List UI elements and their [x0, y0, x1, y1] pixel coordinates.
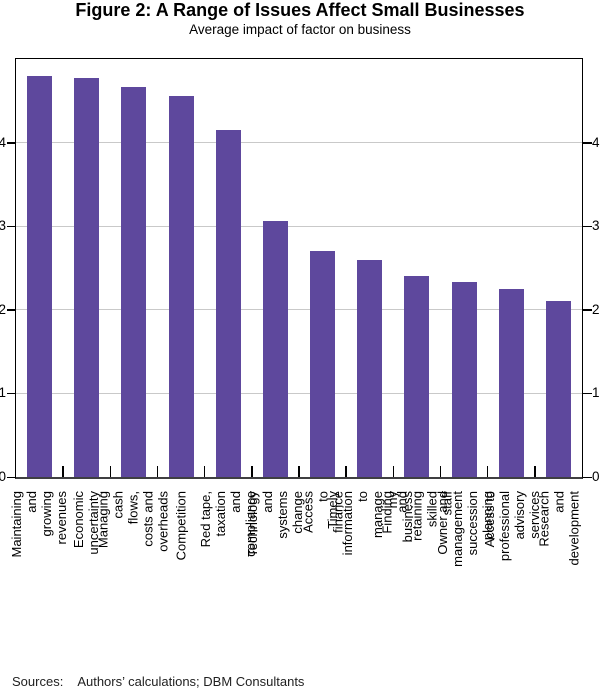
chart-subtitle: Average impact of factor on business — [189, 22, 411, 37]
bar-slot — [158, 59, 205, 477]
y-tick-right — [582, 225, 592, 228]
y-tick-label-right: 3 — [592, 218, 600, 234]
y-tick-label-right: 0 — [592, 469, 600, 484]
category-tick — [392, 466, 395, 477]
x-label-slot: Finding and retaining skilled staff — [380, 491, 455, 666]
source-label: Sources: — [12, 674, 64, 689]
y-tick-left — [6, 392, 16, 395]
bar-slot — [63, 59, 110, 477]
bar-slot — [393, 59, 440, 477]
x-axis-label: Maintaining and growing revenues — [8, 491, 69, 558]
bar-slot — [535, 59, 582, 477]
x-axis-label: Technology and systems change — [245, 491, 306, 557]
y-tick-label-right: 4 — [592, 134, 600, 150]
bar-slot — [441, 59, 488, 477]
gridline-1 — [16, 392, 582, 394]
category-tick — [534, 466, 536, 477]
y-tick-label-left: 2 — [0, 301, 6, 317]
chart-title: Figure 2: A Range of Issues Affect Small… — [75, 0, 525, 20]
x-label-slot: Technology and systems change — [245, 491, 305, 666]
gridline-2 — [16, 309, 582, 311]
x-label-slot: Access to professional advisory services — [482, 491, 542, 666]
y-tick-label-right: 2 — [592, 301, 600, 317]
plot-area: 0 0 1 1 2 2 3 3 4 4 — [0, 58, 600, 484]
x-label-slot: Managing cash flows, costs and overheads — [96, 491, 171, 666]
bar — [310, 251, 336, 477]
bar — [451, 282, 477, 477]
y-tick-left — [6, 309, 16, 311]
bar-slot — [346, 59, 393, 477]
y-tick-label-left: 1 — [0, 385, 6, 401]
y-tick-left — [6, 225, 16, 228]
bar-slot — [299, 59, 346, 477]
category-tick — [156, 466, 159, 477]
bar — [121, 87, 147, 477]
x-label-slot: Research and development — [536, 491, 583, 666]
x-label-slot: Maintaining and growing revenues — [9, 491, 69, 666]
category-tick — [298, 466, 300, 477]
x-axis-labels: Maintaining and growing revenues Economic… — [9, 491, 583, 666]
bar — [404, 275, 430, 477]
gridline-3 — [16, 225, 582, 227]
bar — [498, 288, 524, 477]
bar — [215, 130, 241, 477]
y-tick-right — [582, 309, 592, 311]
bar — [74, 78, 100, 477]
y-tick-left — [6, 476, 16, 478]
bar — [262, 221, 288, 477]
bar — [27, 75, 53, 477]
source-note: Sources: Authors’ calculations; DBM Consu… — [12, 674, 304, 690]
y-tick-right — [582, 142, 592, 144]
y-tick-label-right: 1 — [592, 385, 600, 401]
y-tick-right — [582, 392, 592, 395]
x-axis-label: Research and development — [536, 491, 582, 566]
y-tick-label-left: 3 — [0, 218, 6, 234]
bar — [545, 300, 571, 477]
category-tick — [439, 466, 442, 477]
y-tick-label-left: 0 — [0, 469, 6, 484]
category-tick — [203, 466, 206, 477]
y-tick-label-left: 4 — [0, 134, 6, 150]
bar — [168, 95, 194, 477]
bar-slot — [205, 59, 252, 477]
bar-slot — [110, 59, 157, 477]
gridline-4 — [16, 142, 582, 144]
category-tick — [486, 466, 489, 477]
x-axis-label: Access to professional advisory services — [481, 491, 542, 562]
bar-slot — [488, 59, 535, 477]
y-tick-right — [582, 476, 592, 478]
category-tick — [345, 466, 347, 477]
source-text: Authors’ calculations; DBM Consultants — [77, 674, 305, 689]
category-tick — [251, 466, 253, 477]
y-tick-left — [6, 142, 16, 144]
bar-series — [16, 59, 582, 477]
x-axis-label: Competition — [173, 491, 189, 561]
bar-slot — [16, 59, 63, 477]
category-tick — [62, 466, 64, 477]
category-tick — [109, 466, 112, 477]
bar — [357, 260, 383, 477]
bar-slot — [252, 59, 299, 477]
